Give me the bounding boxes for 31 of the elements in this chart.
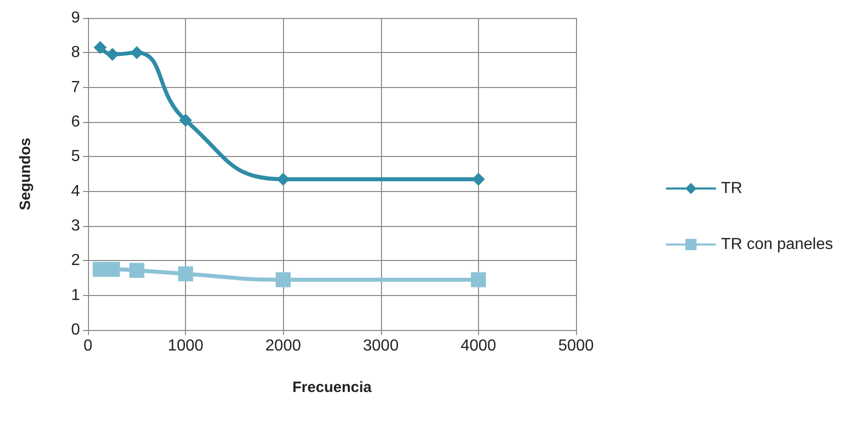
x-tick-label: 0 — [84, 338, 93, 354]
legend-label: TR con paneles — [720, 236, 833, 253]
y-tick-label: 1 — [71, 286, 80, 304]
point — [276, 172, 290, 186]
y-tick-label: 0 — [71, 322, 80, 338]
x-tick-label: 1000 — [168, 338, 204, 354]
x-tick-label: 4000 — [460, 338, 496, 354]
y-tick-label: 6 — [71, 114, 80, 130]
x-tick-label: 3000 — [363, 338, 399, 354]
point — [94, 40, 107, 54]
x-axis-title: Frecuencia — [292, 379, 372, 396]
y-axis-title: Segundos — [17, 138, 34, 210]
point — [276, 272, 291, 288]
point — [470, 272, 486, 288]
y-tick-label: 5 — [71, 148, 80, 166]
y-tick-label: 3 — [71, 218, 80, 234]
point — [106, 48, 119, 61]
point — [178, 266, 194, 282]
legend-label: TR — [720, 180, 742, 197]
point — [472, 172, 485, 186]
y-tick-label: 7 — [71, 78, 80, 96]
x-tick-label: 5000 — [558, 338, 594, 354]
point — [130, 46, 144, 60]
x-tick-label: 2000 — [265, 338, 302, 354]
y-tick-label: 2 — [71, 252, 80, 270]
y-tick-label: 4 — [71, 182, 80, 200]
y-tick-label: 9 — [71, 10, 80, 26]
y-tick-label: 8 — [71, 44, 80, 62]
point — [104, 262, 120, 277]
point — [129, 262, 144, 278]
point — [179, 114, 192, 127]
